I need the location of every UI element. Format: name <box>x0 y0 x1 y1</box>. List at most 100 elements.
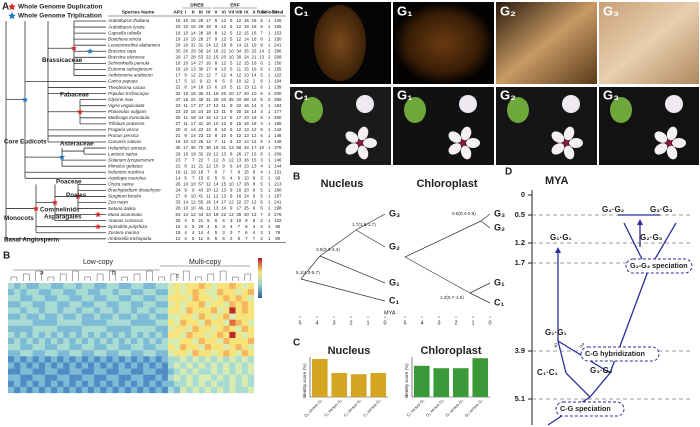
heatmap-cell <box>167 307 175 314</box>
heatmap-cell <box>161 289 169 296</box>
table-cell: 14 <box>214 182 219 187</box>
table-cell: 4 <box>184 230 187 235</box>
table-cell: 1 <box>268 194 271 199</box>
table-cell: 20 <box>221 97 226 102</box>
heatmap-cell <box>223 374 230 381</box>
heatmap-cell <box>38 386 46 394</box>
table-cell: 17 <box>206 36 211 41</box>
table-cell: 14 <box>191 127 196 132</box>
heatmap-cell <box>8 380 15 388</box>
table-cell: 4 <box>260 163 263 168</box>
table-cell: 24 <box>244 194 249 199</box>
table-cell: 55 <box>198 200 203 205</box>
heatmap-cell <box>235 380 242 388</box>
petal <box>466 138 480 148</box>
heatmap-cell <box>63 301 70 308</box>
heatmap-cell <box>174 374 181 381</box>
heatmap-cell <box>75 313 82 320</box>
heatmap-cell <box>32 319 39 326</box>
table-cell: 12 <box>236 24 241 29</box>
heatmap-cell <box>155 350 162 357</box>
table-cell: 12 <box>236 30 241 35</box>
table-cell: 6 <box>260 133 263 138</box>
table-cell: 7 <box>260 30 263 35</box>
table-cell: 18 <box>214 212 219 217</box>
table-cell: 80 <box>275 224 280 229</box>
table-cell: 2 <box>260 224 263 229</box>
table-header: I <box>185 9 187 15</box>
heatmap-cell <box>155 283 162 290</box>
heatmap-cell <box>26 301 33 308</box>
y-tick-label: 0.5 <box>515 210 525 219</box>
star <box>33 205 39 212</box>
heatmap-cell <box>32 350 39 357</box>
table-cell: 58 <box>236 145 241 150</box>
table-cell: 3 <box>184 224 187 229</box>
heatmap-cell <box>87 356 95 363</box>
heatmap-cell <box>87 331 95 339</box>
heatmap-cell <box>57 374 64 381</box>
table-cell: 16 <box>252 30 257 35</box>
table-cell: 15 <box>191 36 196 41</box>
heatmap-cell <box>8 319 15 326</box>
table-cell: 12 <box>206 182 211 187</box>
heatmap-cell <box>87 344 95 351</box>
heatmap-cell <box>235 289 242 296</box>
heatmap-cell <box>20 325 27 333</box>
heatmap-cell <box>75 368 82 375</box>
table-cell: 5 <box>230 79 233 84</box>
heatmap-cell <box>235 362 242 369</box>
heatmap-cell <box>174 313 181 320</box>
table-cell: 8 <box>215 127 218 132</box>
table-cell: 10 <box>191 182 196 187</box>
table-cell: 15 <box>244 24 249 29</box>
heatmap-cell <box>210 368 218 375</box>
tree-title: Nucleus <box>321 178 364 190</box>
heatmap-cell <box>192 386 199 394</box>
table-cell: 28 <box>198 18 203 23</box>
y-axis-label: Identity score (%) <box>404 363 409 399</box>
species-name: Capsella rubella <box>108 30 141 35</box>
heatmap-cell <box>8 374 15 381</box>
species-name: Phaseolus vulgaris <box>108 109 147 114</box>
heatmap-cell <box>118 374 125 381</box>
heatmap-cell <box>198 356 205 363</box>
table-cell: 24 <box>206 48 211 53</box>
heatmap-cell <box>94 295 101 302</box>
heatmap-cell <box>118 313 125 320</box>
heatmap-cell <box>155 289 162 296</box>
genome-label: G₂·G₃ <box>640 233 663 242</box>
table-cell: 9 <box>230 206 233 211</box>
heatmap-cell <box>229 368 236 375</box>
axis-label: MYA <box>384 310 396 316</box>
heatmap-cell <box>38 307 46 314</box>
heatmap-cell <box>217 344 224 351</box>
table-cell: 17 <box>191 103 196 108</box>
table-cell: 24 <box>206 212 211 217</box>
table-cell: 12 <box>214 42 219 47</box>
arrow-head <box>637 219 643 225</box>
table-cell: 7 <box>192 157 195 162</box>
heatmap-cell <box>94 325 101 333</box>
heatmap-cell <box>26 356 33 363</box>
heatmap-cell <box>229 283 236 290</box>
heatmap-cell <box>186 289 193 296</box>
species-name: Lactuca sativa <box>108 151 138 156</box>
table-cell: 8 <box>253 182 256 187</box>
table-cell: 14 <box>259 48 264 53</box>
table-cell: 1 <box>268 36 271 41</box>
table-cell: 7 <box>207 169 210 174</box>
table-cell: 8 <box>222 157 225 162</box>
tree-tip: G₂ <box>494 222 505 232</box>
heatmap-cell <box>69 331 76 339</box>
heatmap-cell <box>118 301 125 308</box>
petal <box>345 131 359 143</box>
petal <box>672 138 686 148</box>
table-cell: 3 <box>260 230 263 235</box>
heatmap-cell <box>94 386 101 394</box>
table-cell: 30 <box>236 54 241 59</box>
heatmap-cell <box>51 338 58 345</box>
table-cell: 177 <box>274 109 282 114</box>
table-cell: 13 <box>244 163 249 168</box>
heatmap-cell <box>235 283 242 290</box>
